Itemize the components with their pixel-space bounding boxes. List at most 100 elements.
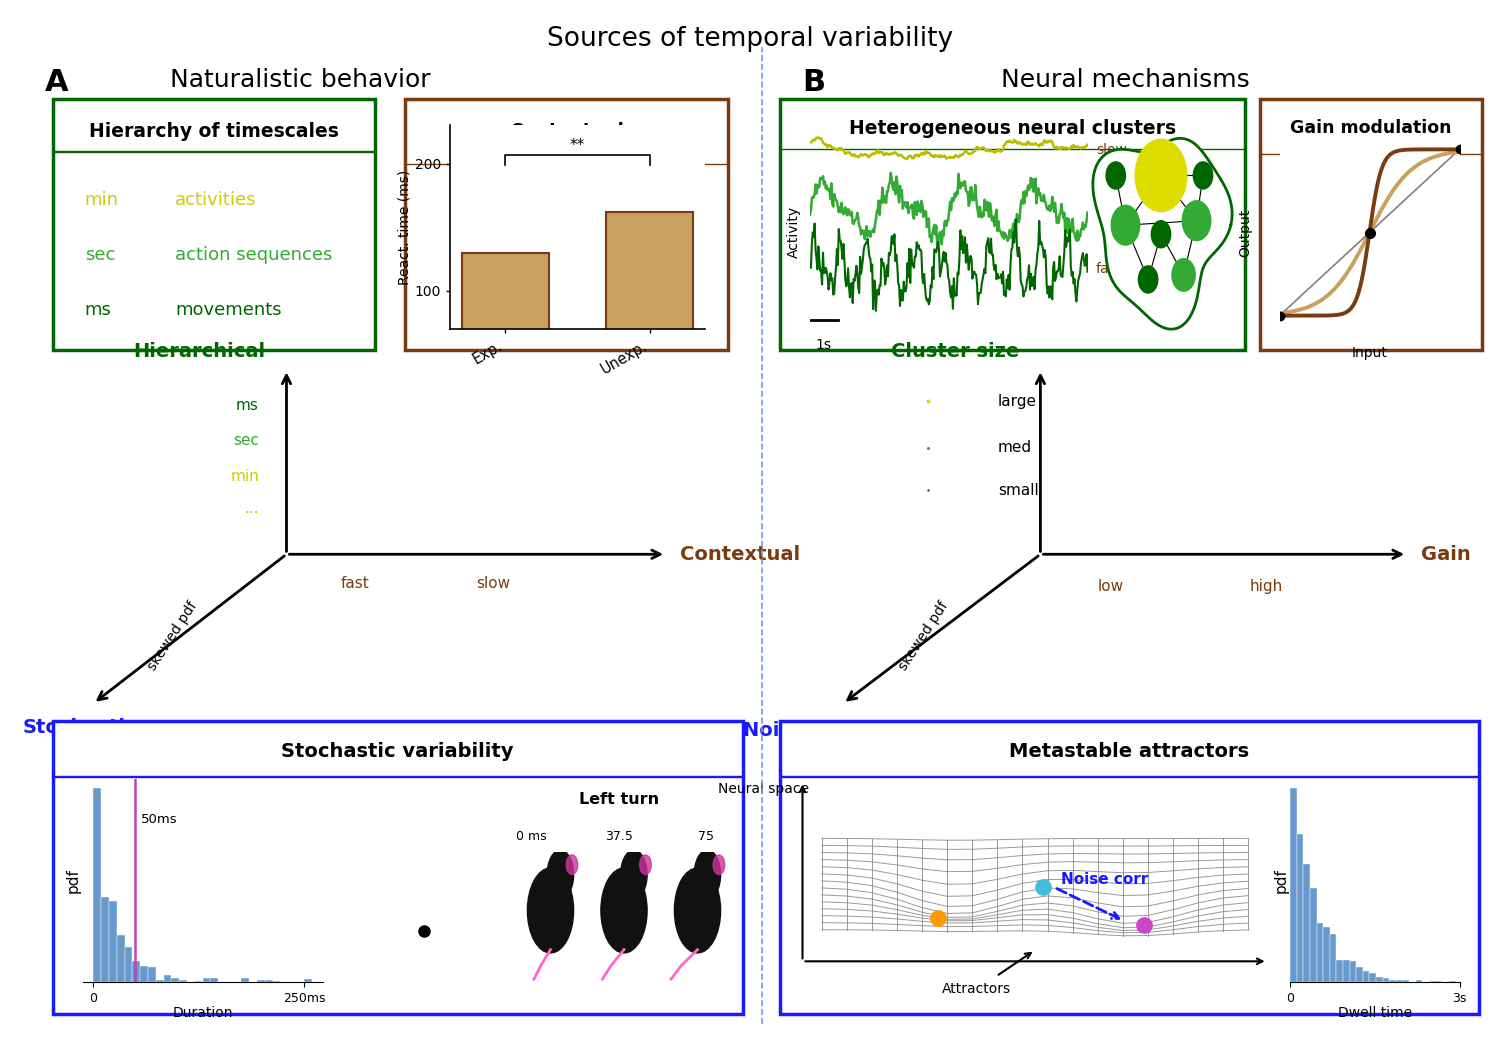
Bar [1336, 960, 1342, 982]
Bar [140, 967, 148, 982]
Bar [1389, 980, 1396, 982]
Bar [462, 253, 549, 418]
Circle shape [1112, 205, 1140, 246]
Bar [148, 968, 156, 982]
Ellipse shape [639, 855, 651, 875]
Text: Left turn: Left turn [579, 792, 658, 807]
Text: low: low [1098, 579, 1124, 595]
Bar [304, 979, 312, 982]
Text: Stochastic: Stochastic [22, 718, 136, 737]
Bar [1290, 788, 1296, 982]
Ellipse shape [621, 850, 646, 899]
Text: sec: sec [232, 433, 260, 448]
Text: large: large [998, 394, 1036, 409]
Text: high: high [1250, 579, 1282, 595]
Text: Sources of temporal variability: Sources of temporal variability [548, 26, 952, 52]
Bar [1296, 834, 1304, 982]
Text: movements: movements [176, 301, 282, 319]
Bar [1356, 968, 1364, 982]
Text: Hierarchical: Hierarchical [134, 342, 266, 361]
Text: A: A [45, 68, 69, 97]
Bar [1304, 864, 1310, 982]
Text: 37.5: 37.5 [604, 830, 633, 842]
Text: 0 ms: 0 ms [516, 830, 548, 842]
Bar [171, 978, 178, 982]
Text: activities: activities [176, 190, 256, 209]
Polygon shape [1094, 138, 1232, 329]
Text: skewed pdf: skewed pdf [146, 599, 200, 673]
Text: fast: fast [1096, 262, 1122, 277]
X-axis label: Dwell time: Dwell time [1338, 1006, 1412, 1020]
Bar [1364, 971, 1370, 982]
Text: Contextual: Contextual [680, 544, 800, 563]
Text: Output: Output [1239, 208, 1252, 257]
Bar [132, 960, 140, 982]
Text: slow: slow [1096, 143, 1126, 157]
Text: Attractors: Attractors [942, 982, 1011, 996]
Text: min: min [84, 190, 118, 209]
Text: Gain: Gain [1420, 544, 1472, 563]
Ellipse shape [548, 850, 573, 899]
Text: skewed pdf: skewed pdf [897, 599, 951, 673]
Text: B: B [802, 68, 825, 97]
Text: Noise correlations: Noise correlations [742, 721, 944, 740]
FancyBboxPatch shape [780, 99, 1245, 350]
Bar [1396, 980, 1402, 982]
Text: ...: ... [244, 501, 260, 515]
Bar [210, 978, 218, 982]
Text: **: ** [570, 138, 585, 154]
Text: 1s: 1s [816, 339, 833, 352]
Text: Neural mechanisms: Neural mechanisms [1000, 68, 1250, 92]
Ellipse shape [566, 855, 578, 875]
Text: small: small [998, 483, 1039, 497]
Text: ms: ms [236, 397, 260, 413]
Bar [110, 901, 117, 982]
Bar [606, 212, 693, 418]
FancyBboxPatch shape [1260, 99, 1482, 350]
Bar [1329, 934, 1336, 982]
Bar [266, 980, 273, 982]
Text: med: med [998, 440, 1032, 456]
Text: Cluster size: Cluster size [891, 342, 1020, 361]
Text: Heterogeneous neural clusters: Heterogeneous neural clusters [849, 119, 1176, 138]
Text: fast: fast [340, 576, 370, 590]
FancyBboxPatch shape [53, 721, 742, 1014]
Text: Stochastic variability: Stochastic variability [282, 742, 513, 761]
Bar [1402, 980, 1408, 982]
Text: min: min [230, 468, 260, 484]
Bar [117, 935, 124, 982]
Ellipse shape [712, 855, 724, 875]
Text: slow: slow [477, 576, 510, 590]
Ellipse shape [602, 868, 646, 953]
Bar [195, 981, 202, 982]
Text: Input: Input [1352, 346, 1388, 359]
Bar [1383, 978, 1389, 982]
Text: Naturalistic behavior: Naturalistic behavior [170, 68, 430, 92]
Y-axis label: pdf: pdf [1274, 868, 1288, 892]
Bar [1342, 960, 1350, 982]
Text: High gain: slow: High gain: slow [1320, 162, 1422, 175]
Y-axis label: React. time (ms): React. time (ms) [398, 169, 412, 285]
Text: 75: 75 [698, 830, 714, 842]
Bar [1370, 973, 1376, 982]
Text: Gain modulation: Gain modulation [1290, 119, 1452, 137]
Bar [1350, 961, 1356, 982]
Bar [124, 947, 132, 982]
Bar [273, 981, 280, 982]
Text: sec: sec [84, 246, 116, 263]
Circle shape [1182, 201, 1210, 240]
Bar [202, 978, 210, 982]
Circle shape [1152, 220, 1170, 248]
Text: action sequences: action sequences [176, 246, 333, 263]
Bar [242, 978, 249, 982]
Text: ms: ms [84, 301, 111, 319]
Ellipse shape [675, 868, 720, 953]
Circle shape [1136, 139, 1186, 212]
Bar [100, 897, 109, 982]
Bar [164, 975, 171, 982]
Bar [1317, 924, 1323, 982]
X-axis label: Duration: Duration [172, 1006, 232, 1020]
Text: Low gain: fast: Low gain: fast [1324, 192, 1418, 205]
Circle shape [1172, 259, 1196, 292]
Text: 50ms: 50ms [141, 813, 177, 827]
